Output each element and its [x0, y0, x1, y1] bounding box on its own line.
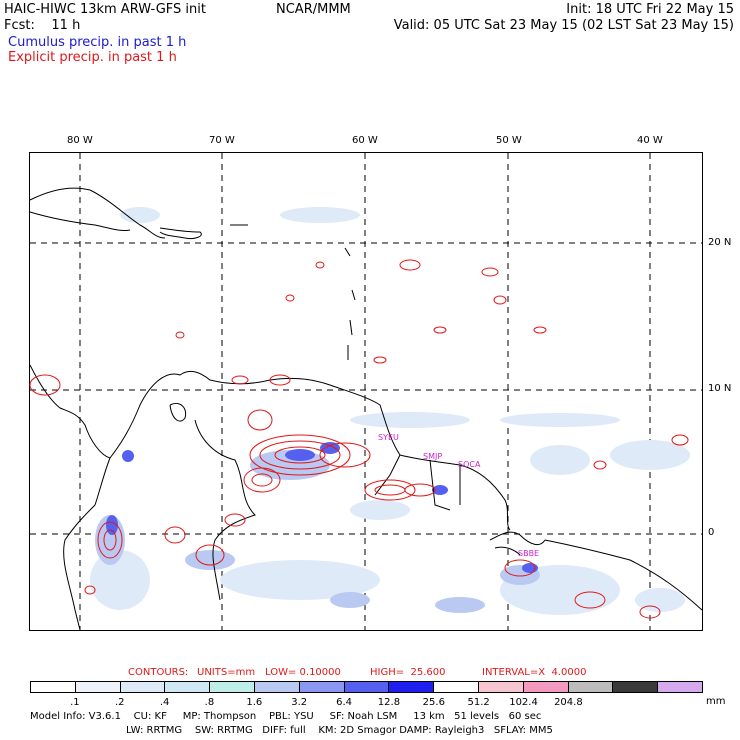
- model-info-line1: Model Info: V3.6.1 CU: KF MP: Thompson P…: [30, 711, 542, 722]
- init-time: Init: 18 UTC Fri 22 May 15: [566, 2, 734, 17]
- lat-label-0: 0: [708, 527, 715, 538]
- legend-swatch: [523, 682, 569, 692]
- lon-label-60w: 60 W: [352, 135, 378, 146]
- model-info-line2: LW: RRTMG SW: RRTMG DIFF: full KM: 2D Sm…: [126, 725, 553, 736]
- contours-units: UNITS=mm: [197, 667, 256, 678]
- lon-label-80w: 80 W: [67, 135, 93, 146]
- legend-swatch: [165, 682, 211, 692]
- legend-tick-label: .1: [70, 697, 80, 708]
- lat-label-20n: 20 N: [708, 237, 732, 248]
- station-smjp: SMJP: [423, 452, 442, 461]
- valid-time: Valid: 05 UTC Sat 23 May 15 (02 LST Sat …: [393, 18, 734, 33]
- legend-swatch: [434, 682, 479, 692]
- legend-tick-label: 12.8: [377, 697, 401, 708]
- cumulus-legend: Cumulus precip. in past 1 h: [8, 35, 187, 50]
- legend-tick-label: 25.6: [422, 697, 445, 708]
- legend-tick-label: 204.8: [554, 697, 583, 708]
- lon-label-50w: 50 W: [496, 135, 522, 146]
- legend-swatch: [75, 682, 121, 692]
- legend-swatch: [658, 682, 702, 692]
- legend-swatch: [389, 682, 435, 692]
- lon-label-70w: 70 W: [209, 135, 235, 146]
- legend-tick-label: 1.6: [246, 697, 263, 708]
- legend-tick-label: 3.2: [291, 697, 308, 708]
- forecast-hour: Fcst: 11 h: [4, 18, 81, 33]
- legend-swatch: [120, 682, 166, 692]
- legend-swatch: [344, 682, 390, 692]
- legend-swatch: [254, 682, 300, 692]
- legend-swatch: [299, 682, 345, 692]
- legend-swatch: [210, 682, 255, 692]
- legend-tick-label: .8: [204, 697, 215, 708]
- legend-swatch: [478, 682, 524, 692]
- station-labels: SYEU SMJP SOCA SBBE: [378, 433, 539, 558]
- lat-label-10n: 10 N: [708, 383, 732, 394]
- legend-tick-label: .4: [159, 697, 170, 708]
- map-frame: [29, 152, 703, 631]
- legend-unit: mm: [706, 696, 726, 707]
- legend-tick-label: 51.2: [467, 697, 490, 708]
- station-soca: SOCA: [458, 460, 481, 469]
- contours-label: CONTOURS:: [128, 667, 189, 678]
- explicit-legend: Explicit precip. in past 1 h: [8, 50, 177, 65]
- legend-swatch: [613, 682, 659, 692]
- contours-interval: INTERVAL=X 4.0000: [482, 667, 587, 678]
- explicit-precip-contours: [29, 259, 689, 619]
- station-sbbe: SBBE: [518, 549, 539, 558]
- contours-high: HIGH= 25.600: [370, 667, 446, 678]
- precip-color-legend: [30, 681, 703, 693]
- contours-low: LOW= 0.10000: [265, 667, 341, 678]
- org-label: NCAR/MMM: [276, 2, 351, 17]
- station-syeu: SYEU: [378, 433, 399, 442]
- light-precip-areas: [90, 207, 690, 615]
- legend-tick-label: 102.4: [509, 697, 538, 708]
- coastlines: [29, 187, 703, 631]
- legend-tick-label: .2: [114, 697, 125, 708]
- legend-swatch: [31, 682, 76, 692]
- model-title: HAIC-HIWC 13km ARW-GFS init: [4, 2, 206, 17]
- legend-swatch: [568, 682, 614, 692]
- lon-label-40w: 40 W: [637, 135, 663, 146]
- legend-tick-label: 6.4: [336, 697, 353, 708]
